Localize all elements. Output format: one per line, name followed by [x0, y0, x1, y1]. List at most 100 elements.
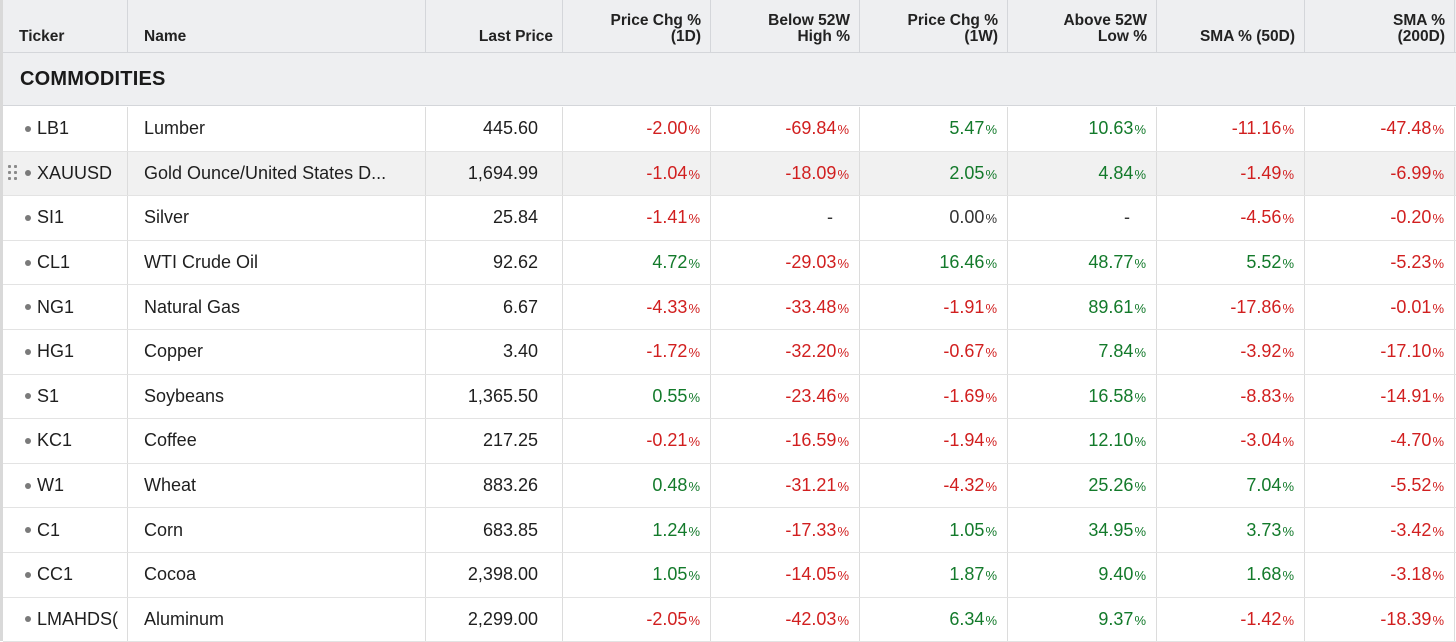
ticker-cell[interactable]: KC1: [3, 419, 128, 463]
name-cell: Lumber: [128, 107, 426, 151]
group-header-commodities[interactable]: COMMODITIES: [3, 53, 1456, 106]
percent-sign: %: [688, 166, 700, 182]
percent-value: 4.72: [652, 252, 688, 273]
price-chg-1w-cell: -4.32%: [860, 463, 1008, 508]
percent-value: -0.01: [1390, 296, 1432, 317]
percent-value: -1.94: [943, 430, 985, 451]
last-price-cell: 6.67: [426, 285, 563, 329]
column-header-below-52w-high[interactable]: Below 52W High %: [711, 0, 860, 52]
percent-sign: %: [688, 122, 700, 138]
drag-handle-icon[interactable]: [8, 165, 18, 181]
table-row[interactable]: KC1 Coffee 217.25 -0.21% -16.59% -1.94% 12.10%…: [3, 419, 1456, 464]
last-price-cell: 883.26: [426, 463, 563, 508]
price-chg-1w-cell: 5.47%: [860, 107, 1008, 151]
table-row[interactable]: W1 Wheat 883.26 0.48% -31.21% -4.32% 25.26% 7.0…: [3, 463, 1456, 509]
ticker-cell[interactable]: SI1: [3, 196, 128, 240]
percent-value: -29.03: [785, 252, 837, 273]
table-row[interactable]: LMAHDS(Aluminum 2,299.00 -2.05% -42.03% 6.34…: [3, 597, 1456, 642]
table-row[interactable]: C1 Corn 683.85 1.24% -17.33% 1.05% 34.95% 3.73%…: [3, 508, 1456, 553]
name-cell: Cocoa: [128, 553, 426, 597]
column-header-above-52w-low[interactable]: Above 52W Low %: [1008, 0, 1157, 52]
ticker-symbol: XAUUSD: [37, 162, 113, 183]
ticker-cell[interactable]: S1: [3, 374, 128, 419]
percent-value: 10.63: [1088, 118, 1134, 139]
ticker-cell[interactable]: NG1: [3, 285, 128, 329]
ticker-cell[interactable]: LB1: [3, 107, 128, 151]
instrument-name: Silver: [144, 207, 190, 228]
column-header-sma-200d[interactable]: SMA % (200D): [1305, 0, 1455, 52]
above-52w-low-cell: 7.84%: [1008, 330, 1157, 374]
percent-sign: %: [1432, 523, 1444, 539]
percent-value: -16.59: [785, 430, 837, 451]
percent-value: -4.33: [646, 296, 688, 317]
percent-value: 1.05: [652, 564, 688, 585]
price-chg-1d-cell: 4.72%: [563, 240, 711, 285]
name-cell: Silver: [128, 196, 426, 240]
bullet-icon: [25, 393, 31, 400]
percent-sign: %: [1432, 166, 1444, 182]
below-52w-high-cell: -23.46%: [711, 374, 860, 419]
sma-200d-cell: -5.23%: [1305, 240, 1455, 285]
last-price-cell: 2,398.00: [426, 553, 563, 597]
sma-200d-cell: -18.39%: [1305, 597, 1455, 642]
price-chg-1d-cell: 1.05%: [563, 553, 711, 597]
table-row[interactable]: CL1 WTI Crude Oil 92.62 4.72% -29.03% 16.46% 4…: [3, 240, 1456, 286]
table-row[interactable]: S1 Soybeans 1,365.50 0.55% -23.46% -1.69% 16.5…: [3, 374, 1456, 420]
percent-sign: %: [1432, 211, 1444, 227]
column-header-name[interactable]: Name: [128, 0, 426, 52]
price-chg-1w-cell: 1.05%: [860, 508, 1008, 552]
percent-value: 4.84: [1098, 162, 1134, 183]
price-chg-1w-cell: 16.46%: [860, 240, 1008, 285]
ticker-cell[interactable]: HG1: [3, 330, 128, 374]
sma-50d-cell: 1.68%: [1157, 553, 1305, 597]
percent-sign: %: [1432, 345, 1444, 361]
price-chg-1w-cell: -0.67%: [860, 330, 1008, 374]
ticker-cell[interactable]: CL1: [3, 240, 128, 285]
percent-sign: %: [688, 434, 700, 450]
ticker-cell[interactable]: XAUUSD: [3, 151, 128, 196]
percent-value: 5.52: [1246, 252, 1282, 273]
percent-value: 34.95: [1088, 519, 1134, 540]
percent-sign: %: [1432, 434, 1444, 450]
percent-value: -8.83: [1240, 385, 1282, 406]
ticker-cell[interactable]: CC1: [3, 553, 128, 597]
percent-value: -2.05: [646, 608, 688, 629]
above-52w-low-cell: 89.61%: [1008, 285, 1157, 329]
percent-value: -14.91: [1380, 385, 1432, 406]
column-header-last-price[interactable]: Last Price: [426, 0, 563, 52]
above-52w-low-cell: 12.10%: [1008, 419, 1157, 463]
table-row[interactable]: SI1 Silver 25.84 -1.41% -0.00% - -4.56% -0.20%: [3, 196, 1456, 241]
percent-value: 16.46: [939, 252, 985, 273]
below-52w-high-cell: -17.33%: [711, 508, 860, 552]
column-header-sma-50d[interactable]: SMA % (50D): [1157, 0, 1305, 52]
ticker-cell[interactable]: LMAHDS(: [3, 597, 128, 642]
ticker-cell[interactable]: W1: [3, 463, 128, 508]
percent-sign: %: [1282, 612, 1294, 628]
name-cell: Copper: [128, 330, 426, 374]
table-row[interactable]: XAUUSD Gold Ounce/United States D... 1,694…: [3, 151, 1456, 197]
price-chg-1d-cell: 0.48%: [563, 463, 711, 508]
percent-sign: %: [1432, 568, 1444, 584]
table-row[interactable]: LB1 Lumber 445.60 -2.00% -69.84% 5.47% 10.63% -…: [3, 107, 1456, 152]
sma-50d-cell: -3.04%: [1157, 419, 1305, 463]
percent-sign: %: [1432, 612, 1444, 628]
column-header-ticker[interactable]: Ticker: [3, 0, 128, 52]
sma-50d-cell: 3.73%: [1157, 508, 1305, 552]
column-header-price-chg-1d[interactable]: Price Chg % (1D): [563, 0, 711, 52]
price-chg-1w-cell: 6.34%: [860, 597, 1008, 642]
ticker-cell[interactable]: C1: [3, 508, 128, 552]
percent-sign: %: [688, 479, 700, 495]
column-header-price-chg-1w[interactable]: Price Chg % (1W): [860, 0, 1008, 52]
sma-200d-cell: -3.18%: [1305, 553, 1455, 597]
instrument-name: Natural Gas: [144, 296, 241, 317]
table-row[interactable]: NG1 Natural Gas 6.67 -4.33% -33.48% -1.91% 89.…: [3, 285, 1456, 330]
table-row[interactable]: CC1 Cocoa 2,398.00 1.05% -14.05% 1.87% 9.40% 1.…: [3, 553, 1456, 598]
table-row[interactable]: HG1 Copper 3.40 -1.72% -32.20% -0.67% 7.84% -3.…: [3, 330, 1456, 375]
below-52w-high-cell: -29.03%: [711, 240, 860, 285]
above-52w-low-cell: 9.37%: [1008, 597, 1157, 642]
percent-sign: %: [985, 300, 997, 316]
percent-sign: %: [1432, 122, 1444, 138]
bullet-icon: [25, 616, 31, 623]
name-cell: WTI Crude Oil: [128, 240, 426, 285]
percent-sign: %: [1282, 300, 1294, 316]
